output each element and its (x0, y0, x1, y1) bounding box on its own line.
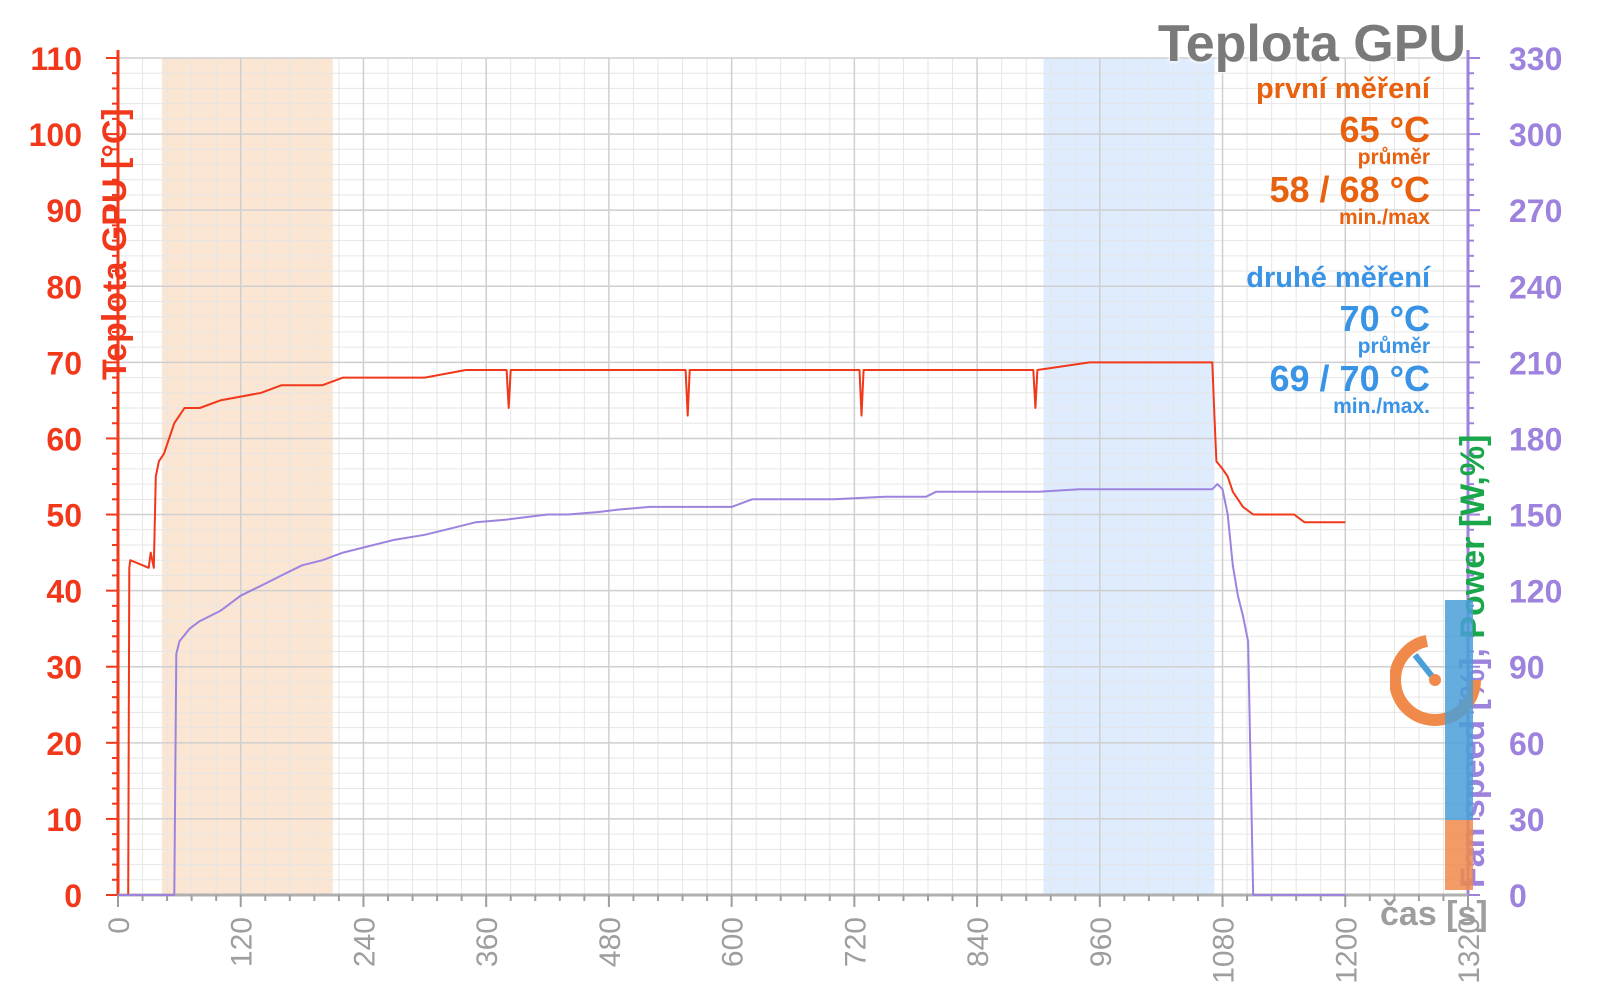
right-tick-label: 0 (1509, 878, 1527, 914)
x-tick-label: 240 (348, 917, 381, 967)
x-tick-label: 0 (103, 917, 136, 934)
left-tick-label: 40 (46, 574, 82, 610)
x-tick-label: 840 (962, 917, 995, 967)
second-measurement-block: druhé měření 70 °C průměr 69 / 70 °C min… (1246, 262, 1430, 417)
x-tick-label: 1080 (1208, 917, 1241, 984)
left-tick-label: 70 (46, 345, 82, 381)
first-measurement-minmax-label: min./max (1338, 206, 1430, 229)
series-line-2 (118, 483, 1346, 896)
x-tick-label: 1200 (1330, 917, 1363, 984)
right-tick-label: 240 (1509, 269, 1562, 305)
right-tick-label: 300 (1509, 117, 1562, 153)
right-tick-label: 60 (1509, 726, 1545, 762)
x-tick-label: 120 (226, 917, 259, 967)
highlight-region-1 (161, 58, 333, 895)
highlight-region-2 (1043, 58, 1215, 895)
second-measurement-label: druhé měření (1246, 262, 1430, 294)
left-tick-label: 60 (46, 421, 82, 457)
first-measurement-average-label: průměr (1357, 146, 1430, 169)
x-tick-label: 360 (471, 917, 504, 967)
left-axis-title: Teplota GPU [°C] (96, 108, 134, 380)
left-tick-label: 100 (29, 117, 82, 153)
left-tick-label: 10 (46, 802, 82, 838)
right-tick-label: 120 (1509, 574, 1562, 610)
x-tick-label: 480 (594, 917, 627, 967)
first-measurement-average: 65 °C (1339, 109, 1430, 150)
second-measurement-average-label: průměr (1357, 335, 1430, 358)
left-tick-label: 0 (64, 878, 82, 914)
first-measurement-block: první měření 65 °C průměr 58 / 68 °C min… (1256, 73, 1430, 228)
second-measurement-minmax-label: min./max. (1333, 395, 1430, 418)
x-tick-label: 960 (1085, 917, 1118, 967)
right-tick-label: 330 (1509, 41, 1562, 77)
right-tick-label: 150 (1509, 498, 1562, 534)
series-line-1 (118, 361, 1346, 896)
left-tick-label: 110 (30, 41, 82, 77)
right-tick-label: 90 (1509, 650, 1545, 686)
left-tick-label: 50 (46, 498, 82, 534)
pctuning-logo (1390, 600, 1481, 890)
second-measurement-minmax: 69 / 70 °C (1269, 358, 1431, 399)
right-tick-label: 210 (1509, 345, 1562, 381)
x-axis-unit: čas [s] (1380, 895, 1488, 933)
left-tick-label: 20 (46, 726, 82, 762)
right-tick-label: 270 (1509, 193, 1562, 229)
second-measurement-average: 70 °C (1339, 298, 1430, 339)
x-tick-label: 600 (717, 917, 750, 967)
chart-title: Teplota GPU (1157, 15, 1466, 73)
right-tick-label: 30 (1509, 802, 1545, 838)
left-tick-label: 80 (46, 269, 82, 305)
x-tick-label: 1320 (1453, 917, 1486, 984)
left-tick-label: 90 (46, 193, 82, 229)
left-tick-label: 30 (46, 650, 82, 686)
right-tick-label: 180 (1509, 421, 1562, 457)
x-tick-label: 720 (839, 917, 872, 967)
first-measurement-label: první měření (1255, 73, 1430, 105)
first-measurement-minmax: 58 / 68 °C (1269, 169, 1431, 210)
